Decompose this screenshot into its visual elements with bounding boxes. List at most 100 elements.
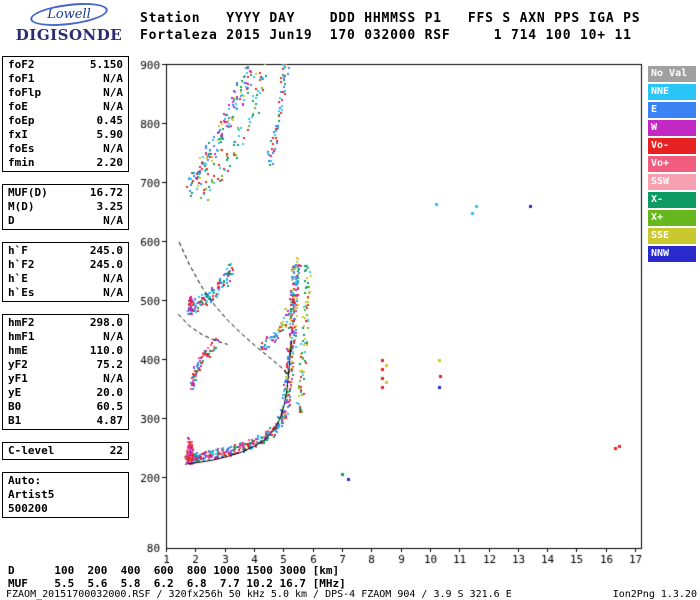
legend-item: NNE bbox=[648, 84, 696, 100]
param-label: C-level bbox=[8, 444, 55, 457]
param-value: 16.72 bbox=[89, 186, 123, 199]
param-row: fmin 2.20 bbox=[3, 156, 128, 170]
param-label: B1 bbox=[8, 414, 22, 427]
legend-item: Vo- bbox=[648, 138, 696, 154]
param-value: N/A bbox=[103, 100, 123, 113]
logo-product: DIGISONDE bbox=[15, 26, 123, 44]
legend-item: W bbox=[648, 120, 696, 136]
param-value: 60.5 bbox=[96, 400, 124, 413]
autoscaling-info: Auto: Artist5 500200 bbox=[2, 472, 129, 518]
param-label: yE bbox=[8, 386, 22, 399]
param-value: 22 bbox=[109, 444, 123, 457]
legend-item: E bbox=[648, 102, 696, 118]
param-row: h`F2 245.0 bbox=[3, 258, 128, 272]
param-value: 75.2 bbox=[96, 358, 124, 371]
param-value: 245.0 bbox=[89, 244, 123, 257]
param-row: yF2 75.2 bbox=[3, 358, 128, 372]
param-value: N/A bbox=[103, 330, 123, 343]
dmuf-row-d: D 100 200 400 600 800 1000 1500 3000 [km… bbox=[8, 564, 340, 577]
doppler-direction-legend: No Val NNE E W Vo- Vo+ SSW X- X+ SSE NNW bbox=[648, 66, 696, 264]
param-value: N/A bbox=[103, 372, 123, 385]
param-row: M(D) 3.25 bbox=[3, 200, 128, 214]
param-value: 0.45 bbox=[96, 114, 124, 127]
param-row: hmF1 N/A bbox=[3, 330, 128, 344]
param-label: MUF(D) bbox=[8, 186, 48, 199]
param-value: 2.20 bbox=[96, 156, 124, 169]
param-label: foEp bbox=[8, 114, 35, 127]
param-row: yF1 N/A bbox=[3, 372, 128, 386]
station-header-line2: Fortaleza 2015 Jun19 170 032000 RSF 1 71… bbox=[140, 28, 632, 43]
param-row: h`E N/A bbox=[3, 272, 128, 286]
param-row: D N/A bbox=[3, 214, 128, 228]
param-label: foE bbox=[8, 100, 28, 113]
autoscaling-line: Artist5 bbox=[8, 488, 55, 501]
param-value: 5.90 bbox=[96, 128, 124, 141]
param-value: N/A bbox=[103, 86, 123, 99]
dmuf-table: D 100 200 400 600 800 1000 1500 3000 [km… bbox=[8, 564, 346, 590]
param-value: N/A bbox=[103, 214, 123, 227]
param-value: N/A bbox=[103, 286, 123, 299]
param-label: fxI bbox=[8, 128, 28, 141]
param-row: C-level 22 bbox=[3, 444, 128, 458]
param-label: foEs bbox=[8, 142, 35, 155]
param-row: foF2 5.150 bbox=[3, 58, 128, 72]
autoscaling-line: 500200 bbox=[8, 502, 48, 515]
logo-top: Lowell bbox=[8, 0, 130, 30]
param-value: 245.0 bbox=[89, 258, 123, 271]
param-label: foFlp bbox=[8, 86, 42, 99]
legend-item: X- bbox=[648, 192, 696, 208]
param-label: hmE bbox=[8, 344, 28, 357]
param-row: foEs N/A bbox=[3, 142, 128, 156]
status-bar: FZAOM_20151700032000.RSF / 320fx256h 50 … bbox=[6, 589, 697, 600]
legend-item: Vo+ bbox=[648, 156, 696, 172]
parameter-panel: foF2 5.150 foF1 N/A foFlp N/A foE N/A foEp 0.45 fx… bbox=[2, 56, 129, 530]
param-label: h`F bbox=[8, 244, 28, 257]
lowell-digisonde-logo: Lowell DIGISONDE bbox=[8, 0, 130, 44]
param-group: foF2 5.150 foF1 N/A foFlp N/A foE N/A foEp 0.45 fx… bbox=[2, 56, 129, 172]
legend-item: SSE bbox=[648, 228, 696, 244]
legend-item: SSW bbox=[648, 174, 696, 190]
param-label: yF2 bbox=[8, 358, 28, 371]
file-info: FZAOM_20151700032000.RSF / 320fx256h 50 … bbox=[6, 589, 512, 600]
param-row: foEp 0.45 bbox=[3, 114, 128, 128]
param-value: 3.25 bbox=[96, 200, 124, 213]
param-value: 20.0 bbox=[96, 386, 124, 399]
param-row: MUF(D) 16.72 bbox=[3, 186, 128, 200]
param-label: foF1 bbox=[8, 72, 35, 85]
param-value: 298.0 bbox=[89, 316, 123, 329]
param-row: yE 20.0 bbox=[3, 386, 128, 400]
param-label: yF1 bbox=[8, 372, 28, 385]
param-label: hmF1 bbox=[8, 330, 35, 343]
logo-brand: Lowell bbox=[47, 7, 91, 22]
param-row: foFlp N/A bbox=[3, 86, 128, 100]
param-row: hmF2 298.0 bbox=[3, 316, 128, 330]
param-label: h`E bbox=[8, 272, 28, 285]
param-label: fmin bbox=[8, 156, 35, 169]
orbit-ellipse-icon bbox=[29, 0, 109, 30]
param-value: 110.0 bbox=[89, 344, 123, 357]
param-value: N/A bbox=[103, 272, 123, 285]
param-group: hmF2 298.0 hmF1 N/A hmE 110.0 yF2 75.2 yF1 N/A yE 2… bbox=[2, 314, 129, 430]
param-group: MUF(D) 16.72 M(D) 3.25 D N/A bbox=[2, 184, 129, 230]
param-label: foF2 bbox=[8, 58, 35, 71]
param-group: h`F 245.0 h`F2 245.0 h`E N/A h`Es N/A bbox=[2, 242, 129, 302]
param-label: D bbox=[8, 214, 15, 227]
param-row: foF1 N/A bbox=[3, 72, 128, 86]
param-value: 4.87 bbox=[96, 414, 124, 427]
param-label: M(D) bbox=[8, 200, 35, 213]
param-row: foE N/A bbox=[3, 100, 128, 114]
param-value: N/A bbox=[103, 142, 123, 155]
param-row: B1 4.87 bbox=[3, 414, 128, 428]
param-group: C-level 22 bbox=[2, 442, 129, 460]
param-label: h`Es bbox=[8, 286, 35, 299]
autoscaling-line: Auto: bbox=[8, 474, 42, 487]
legend-item: NNW bbox=[648, 246, 696, 262]
param-row: hmE 110.0 bbox=[3, 344, 128, 358]
legend-item: No Val bbox=[648, 66, 696, 82]
param-row: fxI 5.90 bbox=[3, 128, 128, 142]
ionogram-plot bbox=[130, 56, 645, 572]
dmuf-row-muf: MUF 5.5 5.6 5.8 6.2 6.8 7.7 10.2 16.7 [M… bbox=[8, 577, 346, 590]
param-row: h`F 245.0 bbox=[3, 244, 128, 258]
version-info: Ion2Png 1.3.20 bbox=[612, 589, 697, 600]
param-value: 5.150 bbox=[89, 58, 123, 71]
